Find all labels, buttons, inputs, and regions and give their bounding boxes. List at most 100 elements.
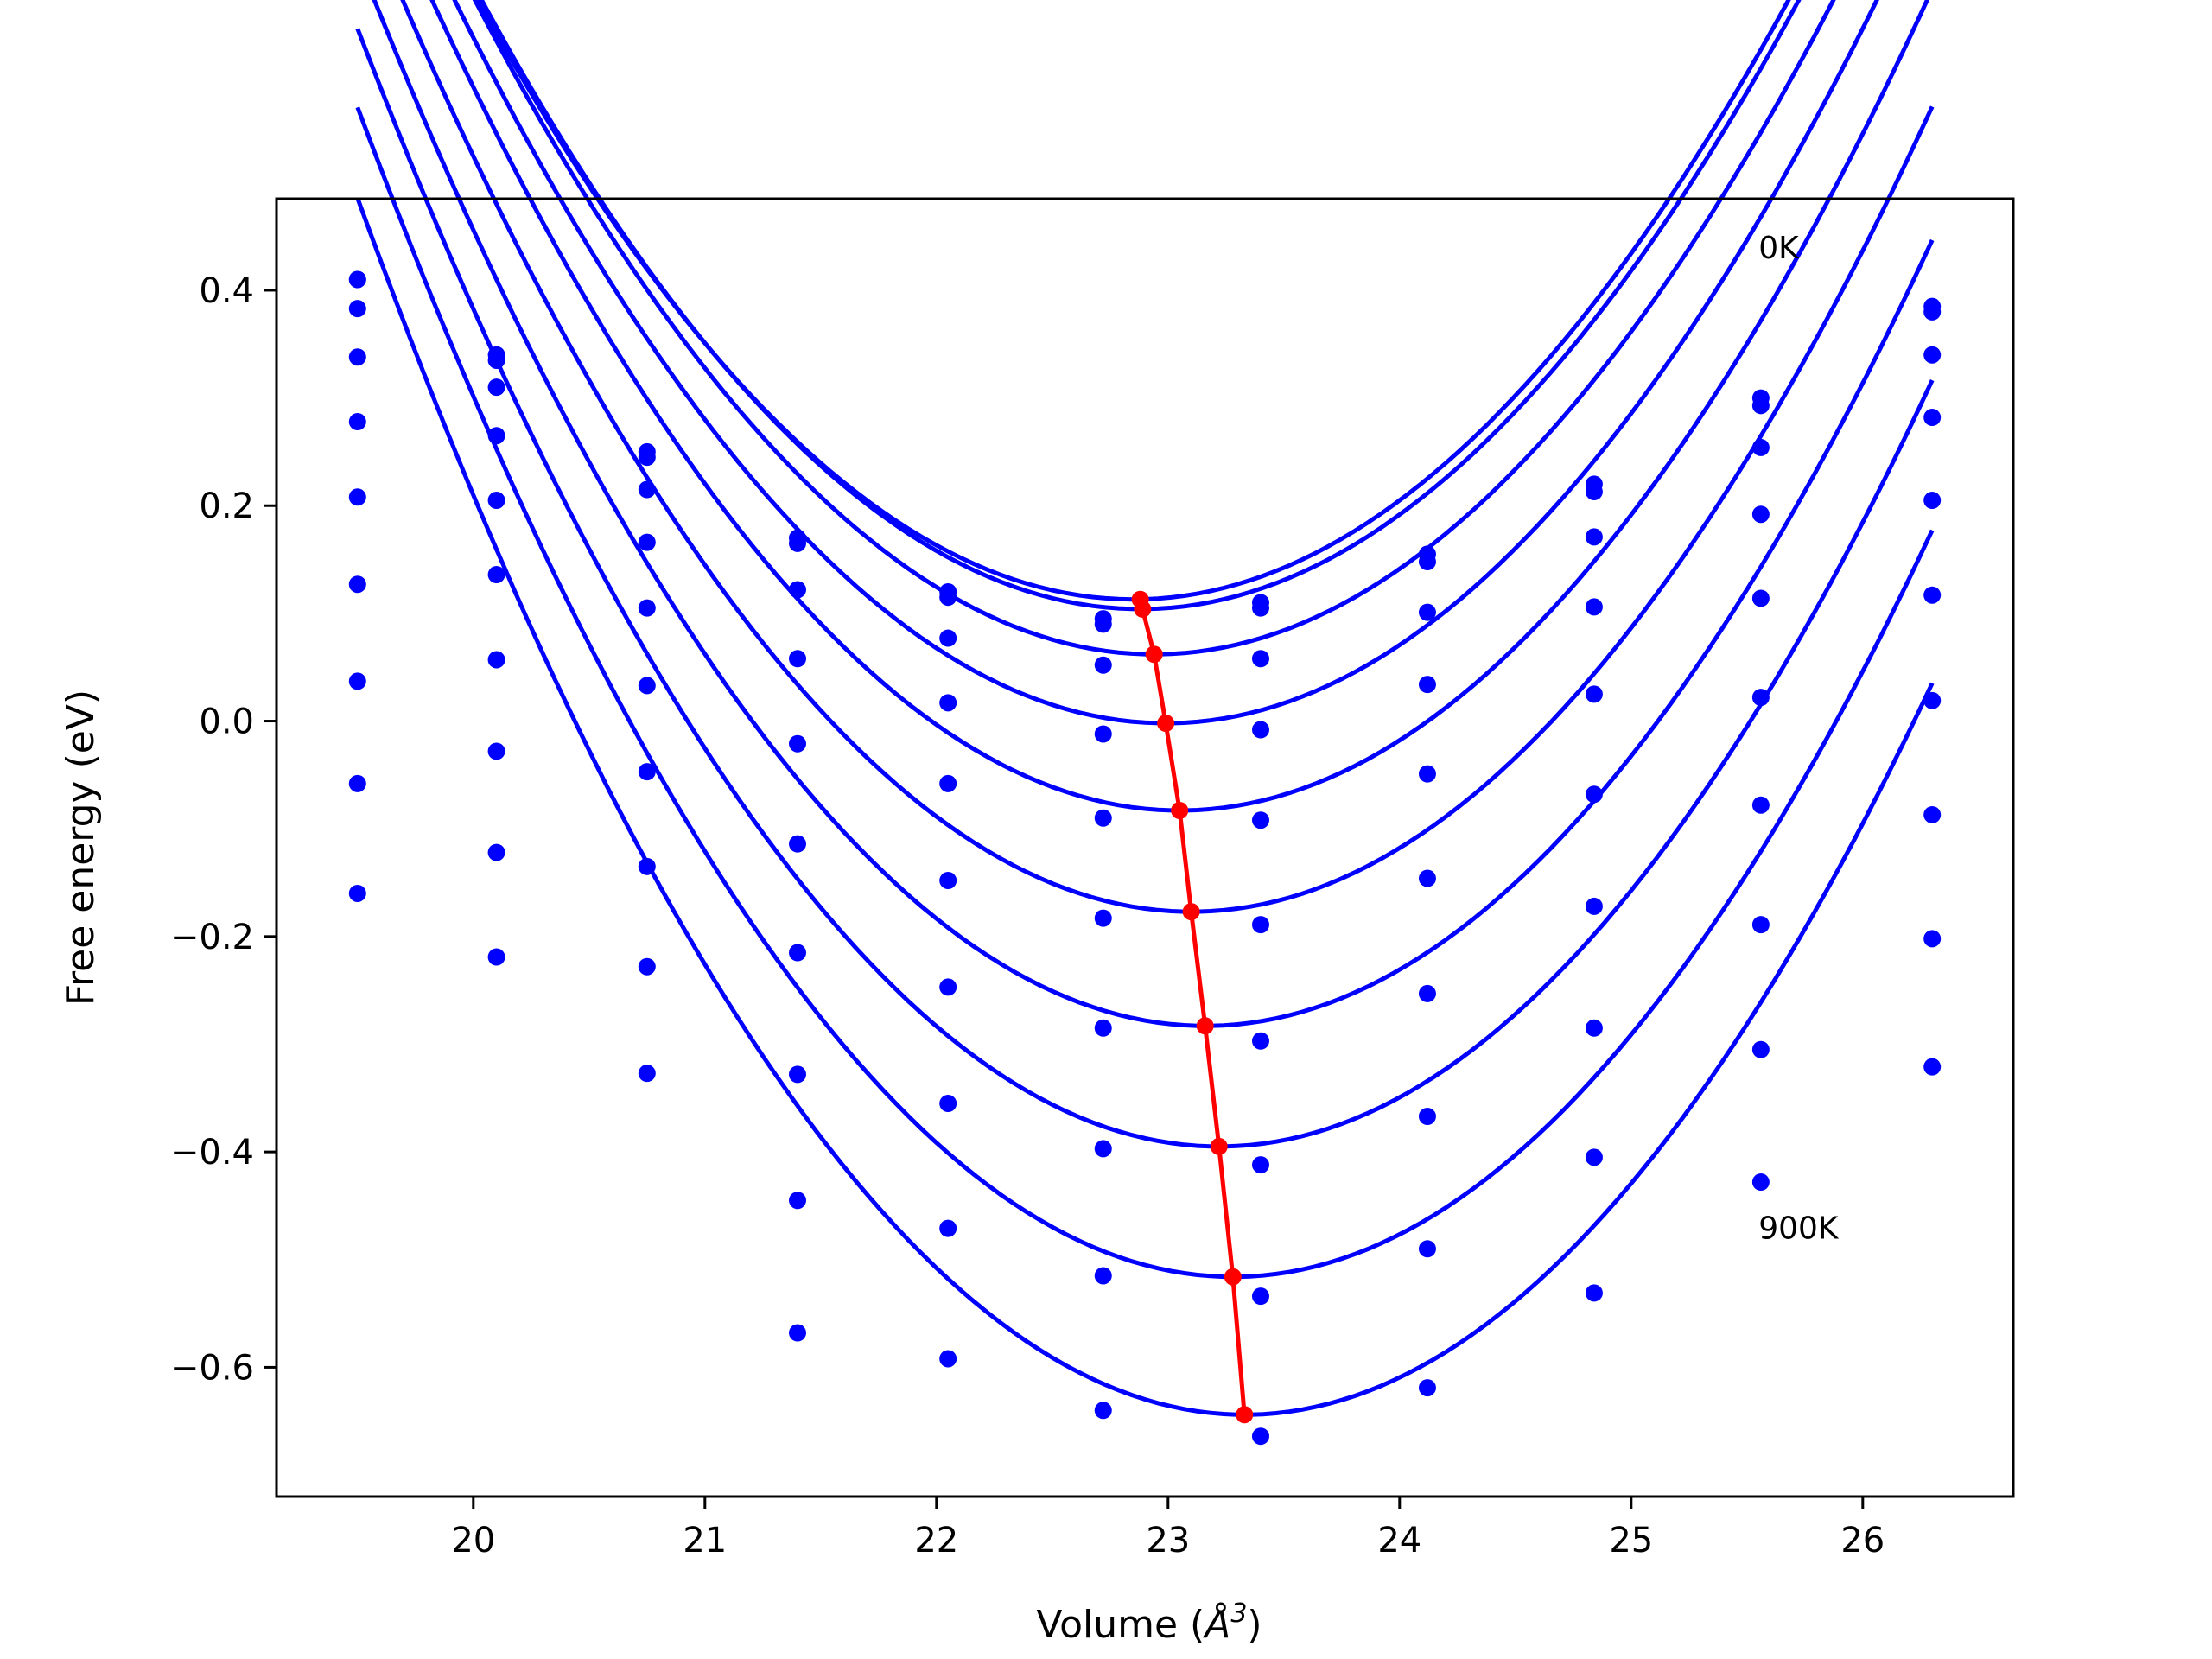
data-point-700K [348,672,366,690]
annotation-0k: 0K [1758,231,1800,266]
data-point-400K [1418,765,1436,783]
y-tick-label: −0.2 [170,918,254,957]
data-point-400K [1923,492,1942,510]
data-point-300K [638,533,656,551]
x-tick-label: 21 [683,1521,727,1560]
plot-area [348,0,1942,1446]
fit-curve-400K [429,0,1930,813]
data-point-600K [939,978,957,996]
minimum-point-900K [1236,1406,1254,1424]
y-tick-label: 0.4 [199,271,254,311]
x-axis-label: Volume (Å3) [1036,1599,1262,1647]
data-point-200K [1923,346,1942,364]
data-point-200K [1418,603,1436,621]
data-point-300K [1418,676,1436,694]
data-point-800K [1252,1287,1269,1306]
data-point-100K [348,270,366,289]
data-point-800K [1418,1240,1436,1258]
data-point-400K [348,413,366,431]
fit-curve-600K [372,0,1935,1028]
data-point-100K [1751,397,1770,415]
fit-curve-900K [355,197,1935,1417]
data-point-900K [939,1350,957,1368]
data-point-800K [1094,1267,1112,1285]
data-point-400K [939,774,957,792]
data-point-100K [1418,553,1436,571]
data-point-100K [1094,615,1112,633]
x-tick-label: 25 [1609,1521,1653,1560]
data-point-900K [1923,1058,1942,1076]
data-point-500K [1094,909,1112,927]
data-point-400K [1585,685,1603,703]
data-point-600K [487,651,505,669]
data-point-900K [1094,1402,1112,1420]
data-point-600K [1751,796,1770,814]
data-point-900K [487,948,505,966]
data-point-600K [789,944,806,962]
y-tick-label: −0.6 [170,1348,254,1388]
plot-frame [275,197,2015,1498]
data-point-500K [1418,869,1436,887]
data-point-900K [1418,1379,1436,1397]
x-tick-label: 22 [914,1521,958,1560]
data-point-800K [638,957,656,976]
fit-curve-700K [355,28,1935,1149]
data-point-500K [939,872,957,890]
annotation-900k: 900K [1758,1211,1840,1246]
data-point-200K [1585,528,1603,546]
data-point-800K [487,843,505,861]
x-tick-label: 23 [1146,1521,1190,1560]
data-point-700K [939,1095,957,1113]
data-point-800K [789,1192,806,1210]
y-tick-label: 0.0 [199,702,254,742]
data-point-700K [487,742,505,760]
data-point-400K [789,734,806,753]
data-point-100K [1585,483,1603,501]
data-point-600K [1094,1019,1112,1037]
data-point-100K [638,448,656,467]
data-point-400K [638,599,656,617]
data-point-200K [487,378,505,397]
minimum-point-600K [1196,1017,1214,1035]
minimum-point-100K [1134,600,1152,618]
data-point-100K [1252,599,1269,617]
data-point-300K [789,650,806,668]
y-tick-label: 0.2 [199,486,254,526]
x-tick-label: 24 [1377,1521,1421,1560]
data-point-300K [348,348,366,366]
minimum-point-500K [1182,903,1200,921]
data-point-700K [1418,1107,1436,1125]
data-point-900K [638,1065,656,1083]
data-point-400K [1751,589,1770,607]
fit-curve-300K [452,0,1879,726]
data-point-400K [1252,811,1269,830]
data-point-100K [1923,302,1942,321]
data-point-900K [1751,1173,1770,1192]
data-point-400K [487,492,505,510]
data-point-300K [1252,721,1269,739]
data-point-700K [1252,1156,1269,1174]
data-point-500K [638,677,656,695]
data-point-600K [1418,984,1436,1002]
data-point-100K [789,534,806,552]
fit-curve-800K [355,106,1935,1280]
data-point-300K [1585,598,1603,616]
data-point-700K [1585,1019,1603,1037]
data-point-200K [1094,656,1112,674]
fit-curve-500K [400,0,1935,914]
data-point-500K [1252,916,1269,934]
minimum-point-700K [1210,1137,1228,1155]
data-point-400K [1094,809,1112,827]
axis-ticks: 20 21 22 23 24 25 26 −0.6 −0.4 −0.2 0.0 0.2 0.4 [170,271,1885,1560]
y-axis-label: Free energy (eV) [59,690,103,1006]
minimum-point-200K [1145,645,1163,664]
fit-curve-200K [472,0,1836,657]
minimum-point-800K [1224,1268,1242,1286]
minimum-point-300K [1157,715,1175,733]
data-point-500K [1923,586,1942,604]
data-point-200K [1252,650,1269,668]
data-point-700K [1751,916,1770,934]
data-point-800K [1751,1040,1770,1058]
